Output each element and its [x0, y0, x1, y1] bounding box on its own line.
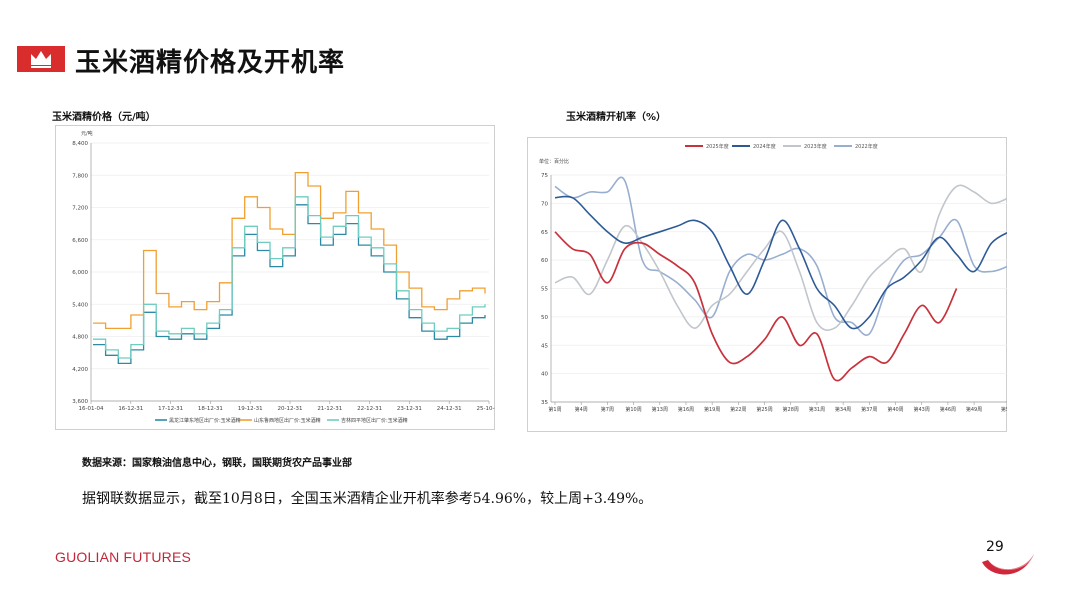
price-x-tick-label: 19-12-31	[238, 406, 263, 412]
rate-x-tick-label: 第34周	[835, 406, 851, 413]
rate-y-tick-label: 55	[541, 287, 548, 293]
rate-x-tick-label: 第28周	[783, 406, 799, 413]
price-x-tick-label: 16-12-31	[118, 406, 143, 412]
rate-chart-title: 玉米酒精开机率（%）	[566, 112, 667, 123]
price-chart: 3,600 4,200 4,800 5,400 6,000 6,600 7,200 7,800…	[55, 125, 495, 430]
price-chart-y-unit: 元/吨	[81, 130, 93, 137]
rate-y-tick-label: 35	[541, 400, 548, 406]
rate-y-tick-label: 70	[541, 201, 548, 207]
price-series-line-2	[93, 196, 486, 359]
rate-series-line-2	[554, 184, 1007, 331]
price-series-line-1	[93, 171, 486, 330]
price-x-tick-label: 17-12-31	[158, 406, 183, 412]
rate-x-tick-label: 第22周	[730, 406, 746, 413]
page-title: 玉米酒精价格及开机率	[75, 48, 346, 78]
rate-x-tick-label: 第37周	[861, 406, 877, 413]
price-y-tick-label: 6,600	[72, 238, 88, 244]
rate-series-line-1	[554, 195, 1007, 330]
rate-y-tick-label: 40	[541, 372, 548, 378]
price-y-tick-label: 4,200	[72, 367, 88, 373]
page-number: 29	[986, 539, 1004, 555]
title-crown-badge	[17, 46, 65, 72]
price-chart-border	[55, 125, 495, 430]
rate-y-tick-label: 60	[541, 258, 548, 264]
summary-text: 据钢联数据显示，截至10月8日，全国玉米酒精企业开机率参考54.96%，较上周+…	[82, 491, 653, 507]
price-x-tick-label: 25-10-09	[477, 406, 495, 412]
rate-x-tick-label: 第31周	[809, 406, 825, 413]
price-x-tick-label: 23-12-31	[397, 406, 422, 412]
rate-x-tick-label: 第16周	[678, 406, 694, 413]
rate-legend-label: 2025年度	[706, 143, 729, 150]
price-x-tick-label: 16-01-04	[79, 406, 104, 412]
rate-y-tick-label: 65	[541, 230, 548, 236]
rate-x-tick-label: 第4周	[575, 406, 588, 413]
rate-y-tick-label: 75	[541, 173, 548, 179]
rate-x-tick-label: 第40周	[887, 406, 903, 413]
price-y-tick-label: 6,000	[72, 270, 88, 276]
price-x-tick-label: 21-12-31	[317, 406, 342, 412]
rate-x-tick-label: 第13周	[652, 406, 668, 413]
brand-name: GUOLIAN FUTURES	[55, 549, 192, 565]
rate-x-tick-label: 第7周	[601, 406, 614, 413]
swoosh-logo-icon	[982, 554, 1034, 575]
price-y-tick-label: 7,200	[72, 206, 88, 212]
rate-series-line-0	[554, 231, 958, 382]
price-y-tick-label: 3,600	[72, 399, 88, 405]
data-source: 数据来源：国家粮油信息中心，钢联，国联期货农产品事业部	[82, 458, 352, 469]
rate-legend-label: 2022年度	[855, 143, 878, 150]
rate-y-tick-label: 50	[541, 315, 548, 321]
price-y-tick-label: 8,400	[72, 141, 88, 147]
rate-chart-border	[527, 137, 1007, 432]
price-x-tick-label: 20-12-31	[278, 406, 303, 412]
rate-legend-label: 2023年度	[804, 143, 827, 150]
rate-chart-y-unit: 单位：百分比	[539, 158, 569, 165]
price-chart-title: 玉米酒精价格（元/吨）	[52, 112, 156, 123]
crown-icon	[31, 51, 51, 68]
rate-y-tick-label: 45	[541, 343, 548, 349]
price-y-tick-label: 5,400	[72, 302, 88, 308]
price-legend-label: 山东鲁西地区出厂价:玉米酒精	[254, 417, 321, 424]
price-x-tick-label: 18-12-31	[198, 406, 223, 412]
rate-x-tick-label: 第19周	[704, 406, 720, 413]
rate-x-tick-label: 第46周	[940, 406, 956, 413]
rate-chart: 2025年度 2024年度 2023年度 2022年度 单位：百分比 35 40 45 50…	[527, 137, 1007, 432]
rate-x-tick-label: 第1周	[548, 406, 561, 413]
price-legend-label: 吉林四平地区出厂价:玉米酒精	[341, 417, 408, 424]
price-x-tick-label: 22-12-31	[357, 406, 382, 412]
rate-x-tick-label: 第43周	[914, 406, 930, 413]
price-legend-label: 黑龙江肇东地区出厂价:玉米酒精	[169, 417, 241, 424]
rate-legend-label: 2024年度	[753, 143, 776, 150]
price-x-tick-label: 24-12-31	[437, 406, 462, 412]
rate-x-tick-label: 第53周	[1001, 406, 1007, 413]
rate-x-tick-label: 第10周	[625, 406, 641, 413]
rate-series-line-3	[554, 176, 1007, 336]
rate-x-tick-label: 第25周	[756, 406, 772, 413]
price-series-line-0	[93, 204, 486, 365]
price-y-tick-label: 4,800	[72, 335, 88, 341]
price-y-tick-label: 7,800	[72, 173, 88, 179]
rate-x-tick-label: 第49周	[966, 406, 982, 413]
